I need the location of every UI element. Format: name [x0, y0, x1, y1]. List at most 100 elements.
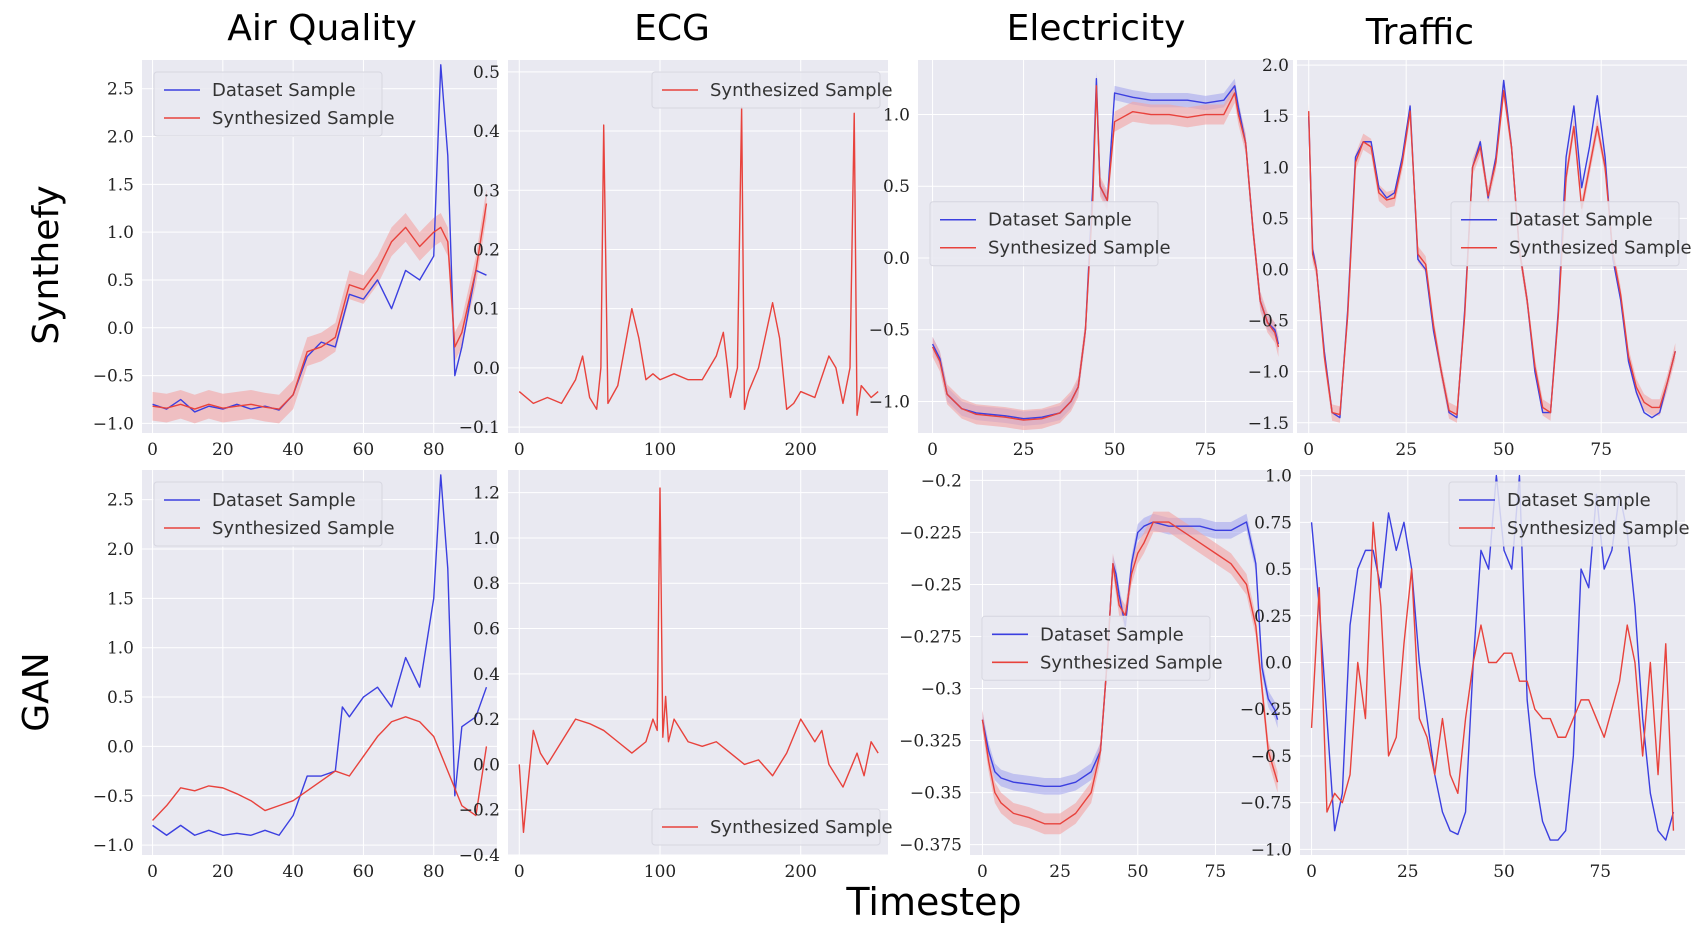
x-tick-label: 100 [644, 862, 676, 882]
y-tick-label: 0.0 [883, 249, 910, 269]
x-tick-label: 0 [147, 862, 158, 882]
y-tick-label: −0.25 [910, 575, 962, 595]
y-tick-label: 0.0 [1265, 654, 1292, 674]
legend-label: Dataset Sample [1040, 624, 1184, 645]
x-tick-label: 75 [1589, 862, 1611, 882]
y-tick-label: 1.5 [107, 175, 134, 195]
y-tick-label: −0.225 [899, 523, 962, 543]
column-title-traffic: Traffic [1365, 12, 1474, 53]
y-tick-label: 0.5 [473, 63, 500, 83]
y-tick-label: −1.0 [93, 836, 134, 856]
y-tick-label: 0.1 [473, 300, 500, 320]
y-tick-label: 0.5 [883, 177, 910, 197]
y-tick-label: −0.375 [899, 836, 962, 856]
x-tick-label: 0 [514, 440, 525, 460]
legend: Dataset Sample Synthesized Sample [1448, 481, 1690, 547]
legend-label: Synthesized Sample [710, 80, 893, 101]
column-title-ecg: ECG [634, 8, 710, 49]
legend-box [153, 71, 383, 137]
x-axis-title: Timestep [845, 880, 1021, 924]
legend: Dataset Sample Synthesized Sample [1450, 201, 1692, 267]
y-tick-label: −0.5 [1248, 312, 1289, 332]
plot-background [508, 60, 888, 433]
y-tick-label: −0.2 [459, 801, 500, 821]
legend-box [929, 201, 1159, 267]
x-tick-label: 80 [423, 440, 445, 460]
y-tick-label: 0.0 [473, 755, 500, 775]
x-tick-label: 100 [644, 440, 676, 460]
y-tick-label: −0.2 [921, 471, 962, 491]
chart-synthefy-air-quality: −1.0 −0.5 0.0 0.5 1.0 1.5 2.0 2.5 0 20 40 60 80 Datas… [93, 60, 497, 460]
y-tick-label: −1.0 [93, 414, 134, 434]
y-tick-label: 2.5 [107, 491, 134, 511]
series-line-synth [518, 106, 879, 416]
y-tick-label: 0.5 [1262, 209, 1289, 229]
y-tick-label: 1.5 [107, 589, 134, 609]
chart-synthefy-electricity: −1.0 −0.5 0.0 0.5 1.0 0 25 50 75 Dataset Sample Sy… [869, 60, 1293, 460]
column-title-electricity: Electricity [1007, 8, 1186, 49]
x-tick-label: 0 [147, 440, 158, 460]
y-tick-label: −0.5 [93, 787, 134, 807]
y-tick-label: 0.5 [1265, 560, 1292, 580]
y-tick-label: 0.0 [1262, 260, 1289, 280]
y-tick-label: 1.2 [473, 484, 500, 504]
y-tick-label: 1.0 [1262, 158, 1289, 178]
x-tick-label: 0 [977, 862, 988, 882]
row-label-gan: GAN [16, 652, 57, 731]
legend: Dataset Sample Synthesized Sample [153, 71, 395, 137]
chart-gan-traffic: −1.0 −0.75 −0.5 −0.25 0.0 0.25 0.5 0.75 1.0 0 25 50… [1240, 467, 1690, 882]
y-tick-label: −0.35 [910, 784, 962, 804]
x-tick-label: 60 [353, 440, 375, 460]
legend-box [651, 808, 881, 846]
y-tick-label: −0.275 [899, 627, 962, 647]
y-tick-label: 0.6 [473, 620, 500, 640]
x-tick-label: 50 [1493, 862, 1515, 882]
series-line-synth [981, 521, 1279, 825]
chart-gan-air-quality: −1.0 −0.5 0.0 0.5 1.0 1.5 2.0 2.5 0 20 40 60 80 Datas… [93, 470, 497, 882]
series-line-synth [152, 716, 488, 821]
y-tick-label: 0.5 [107, 271, 134, 291]
x-tick-label: 40 [282, 440, 304, 460]
series-line-synth [518, 487, 879, 834]
y-tick-label: −0.5 [93, 367, 134, 387]
x-tick-label: 20 [212, 440, 234, 460]
y-tick-label: −1.0 [1251, 840, 1292, 860]
legend-label: Dataset Sample [988, 210, 1132, 231]
x-tick-label: 0 [1303, 440, 1314, 460]
x-tick-label: 0 [1306, 862, 1317, 882]
legend-box [1450, 201, 1680, 267]
x-tick-label: 25 [1397, 862, 1419, 882]
x-tick-label: 75 [1195, 440, 1217, 460]
legend-label: Synthesized Sample [1509, 238, 1692, 259]
x-tick-label: 0 [927, 440, 938, 460]
legend: Synthesized Sample [651, 71, 893, 109]
legend-box [981, 615, 1211, 681]
y-tick-label: 2.0 [107, 128, 134, 148]
plot-background [508, 470, 888, 855]
legend-label: Synthesized Sample [710, 817, 893, 838]
x-tick-label: 200 [785, 440, 817, 460]
y-tick-label: 0.5 [107, 688, 134, 708]
y-tick-label: −0.325 [899, 732, 962, 752]
y-tick-label: 0.8 [473, 574, 500, 594]
legend-box [1448, 481, 1678, 547]
series-line-synth [931, 85, 1280, 421]
y-tick-label: 0.75 [1254, 513, 1292, 533]
column-title-air-quality: Air Quality [227, 8, 417, 49]
x-tick-label: 50 [1127, 862, 1149, 882]
series-line-dataset [152, 64, 487, 413]
y-tick-label: 0.4 [473, 122, 500, 142]
y-tick-label: 1.0 [883, 106, 910, 126]
legend-label: Synthesized Sample [212, 108, 395, 129]
x-tick-label: 50 [1493, 440, 1515, 460]
legend-label: Synthesized Sample [1507, 518, 1690, 539]
y-tick-label: 0.25 [1254, 607, 1292, 627]
x-tick-label: 0 [514, 862, 525, 882]
y-tick-label: 0.0 [473, 359, 500, 379]
x-tick-label: 75 [1205, 862, 1227, 882]
y-tick-label: 2.5 [107, 80, 134, 100]
chart-synthefy-ecg: −0.1 0.0 0.1 0.2 0.3 0.4 0.5 0 100 200 Synthesized… [459, 60, 893, 460]
x-tick-label: 50 [1104, 440, 1126, 460]
y-tick-label: −0.25 [1240, 700, 1292, 720]
y-tick-label: −0.75 [1240, 794, 1292, 814]
